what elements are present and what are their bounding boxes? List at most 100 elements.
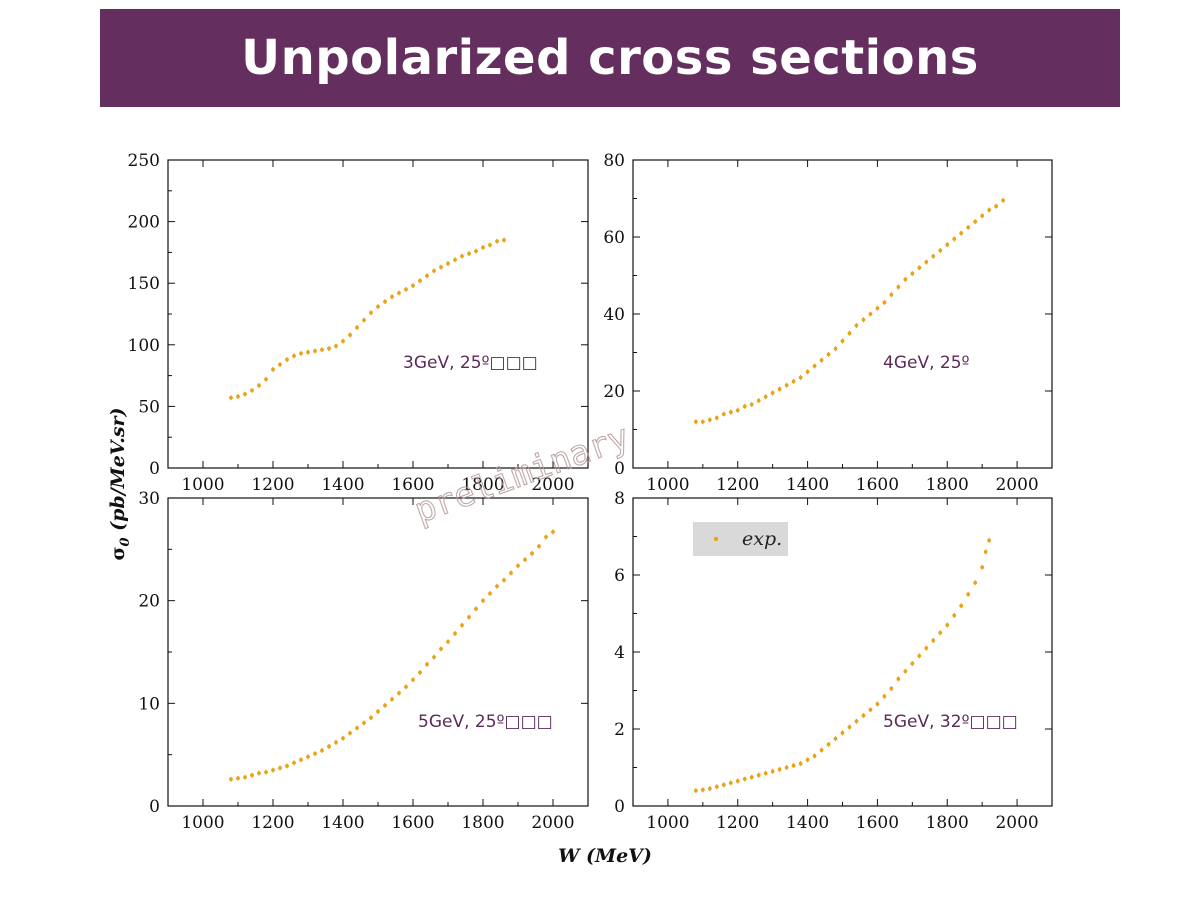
data-point — [278, 362, 282, 367]
data-point — [355, 726, 359, 730]
plot-frame — [167, 159, 589, 469]
data-point — [411, 283, 415, 288]
data-point — [728, 410, 733, 415]
data-point — [376, 709, 380, 714]
data-point — [742, 404, 747, 409]
data-point — [243, 775, 247, 780]
data-point — [840, 730, 845, 735]
y-axis-title-main: σ — [107, 547, 129, 561]
data-point — [292, 353, 296, 358]
data-point — [404, 685, 408, 689]
data-point — [264, 377, 268, 382]
watermark-text: preliminary — [409, 417, 634, 532]
data-point — [446, 639, 450, 644]
data-point — [236, 776, 240, 781]
x-tick-label: 2000 — [995, 813, 1038, 833]
data-point — [418, 670, 422, 675]
data-point — [460, 623, 464, 628]
y-tick-label: 30 — [138, 489, 160, 509]
data-point — [707, 417, 712, 422]
y-tick-label: 0 — [149, 459, 160, 479]
data-point — [784, 383, 789, 388]
data-point — [551, 529, 555, 534]
data-point — [390, 697, 394, 702]
data-point — [229, 395, 233, 400]
chart-panel-2: 1000 1200 1400 1600 1800 2000 0 20 40 60 80 4GeV, 2… — [603, 151, 1053, 495]
data-point — [306, 350, 310, 355]
y-tick-label: 0 — [614, 459, 625, 479]
data-point — [791, 763, 796, 768]
data-point — [530, 551, 534, 556]
data-point — [439, 647, 443, 651]
y-tick-label: 40 — [603, 305, 625, 325]
plot-frame — [167, 497, 589, 807]
data-point — [889, 686, 894, 691]
data-point — [917, 265, 922, 270]
y-tick-label: 150 — [128, 274, 160, 294]
data-point — [236, 394, 240, 399]
y-tick-label: 20 — [138, 592, 160, 612]
data-point — [425, 662, 429, 667]
data-point — [376, 304, 380, 309]
x-axis-title: W (MeV) — [558, 845, 652, 867]
data-point — [299, 757, 303, 762]
x-tick-label: 1400 — [321, 475, 364, 495]
data-point — [861, 317, 866, 322]
data-point — [355, 325, 359, 330]
data-point — [826, 352, 831, 357]
data-point — [889, 292, 894, 297]
chart-panel-1: 1000 1200 1400 1600 1800 2000 0 50 100 150 200 250 3… — [128, 151, 589, 495]
data-point — [896, 285, 901, 289]
data-point — [749, 402, 754, 407]
data-point — [749, 775, 754, 780]
data-point — [994, 204, 999, 209]
data-point — [348, 333, 352, 337]
data-point — [432, 268, 436, 273]
data-point — [735, 408, 740, 413]
data-point — [390, 294, 394, 299]
panel-label: 3GeV, 25º□□□ — [403, 353, 538, 373]
data-point — [903, 669, 908, 674]
data-point — [474, 606, 478, 611]
slide-title: Unpolarized cross sections — [241, 30, 979, 86]
x-tick-label: 1600 — [856, 475, 899, 495]
data-point — [523, 557, 527, 562]
legend-label: exp. — [742, 528, 782, 550]
data-point — [910, 271, 915, 276]
data-point — [404, 287, 408, 292]
data-point — [439, 265, 443, 270]
data-point — [854, 719, 859, 724]
data-point — [383, 703, 387, 708]
data-point — [952, 237, 957, 241]
data-point — [229, 777, 233, 782]
x-tick-label: 1800 — [926, 475, 969, 495]
data-point — [756, 773, 761, 778]
data-point — [805, 757, 810, 762]
data-point — [875, 306, 880, 311]
y-tick-label: 0 — [149, 797, 160, 817]
data-point — [721, 782, 726, 787]
data-point — [306, 754, 310, 759]
x-tick-label: 1400 — [786, 475, 829, 495]
data-point — [938, 630, 943, 635]
data-point — [257, 771, 261, 776]
data-point — [868, 707, 873, 712]
data-point — [700, 419, 705, 424]
data-point — [812, 364, 817, 368]
data-point — [728, 781, 733, 785]
data-point — [425, 273, 429, 278]
y-tick-label: 20 — [603, 382, 625, 402]
x-tick-label: 1600 — [391, 475, 434, 495]
x-tick-label: 2000 — [531, 475, 574, 495]
x-tick-label: 1800 — [461, 475, 504, 495]
panel-label: 5GeV, 25º□□□ — [418, 712, 553, 732]
data-point — [763, 771, 768, 776]
data-point — [285, 357, 289, 362]
data-point — [938, 248, 943, 253]
chart-panels: 1000 1200 1400 1600 1800 20000501001502002503… — [128, 151, 1053, 833]
data-point — [805, 369, 810, 374]
legend-box — [693, 522, 788, 556]
chart-legend: exp. — [693, 522, 788, 556]
data-point — [714, 784, 719, 789]
data-point — [397, 291, 401, 295]
